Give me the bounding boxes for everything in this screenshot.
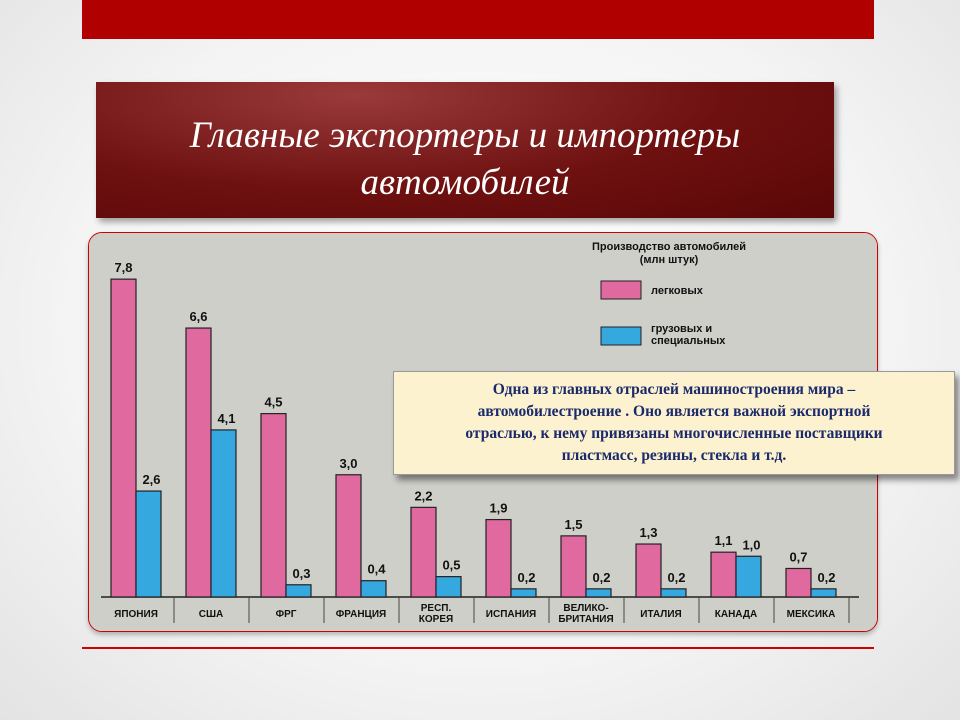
bar-passenger xyxy=(635,543,662,598)
category-label: РЕСП. КОРЕЯ xyxy=(419,603,453,625)
category-label: ЯПОНИЯ xyxy=(114,609,158,620)
value-label-trucks: 1,0 xyxy=(742,537,760,552)
category-label: ФРГ xyxy=(276,609,297,620)
value-label-trucks: 0,4 xyxy=(367,562,386,577)
value-label-trucks: 0,5 xyxy=(442,558,460,573)
value-label-trucks: 2,6 xyxy=(142,472,160,487)
bar-trucks xyxy=(135,490,162,598)
top-accent-bar xyxy=(82,0,874,39)
value-label-passenger: 1,9 xyxy=(489,501,507,516)
value-label-passenger: 1,3 xyxy=(639,525,657,540)
value-label-passenger: 3,0 xyxy=(339,456,357,471)
value-label-passenger: 7,8 xyxy=(114,260,132,275)
bar-passenger xyxy=(410,506,437,598)
bar-passenger xyxy=(710,551,737,598)
category-label: ФРАНЦИЯ xyxy=(336,609,386,620)
category-label: США xyxy=(199,609,224,620)
bar-passenger xyxy=(185,327,212,598)
value-label-trucks: 0,2 xyxy=(667,570,685,585)
value-label-trucks: 0,3 xyxy=(292,566,310,581)
category-label: ИСПАНИЯ xyxy=(486,609,536,620)
legend-label-trucks: грузовых и специальных xyxy=(651,323,726,347)
bar-trucks xyxy=(360,580,387,598)
bar-trucks xyxy=(285,584,312,598)
category-label: КАНАДА xyxy=(715,609,758,620)
legend-label-passenger: легковых xyxy=(651,285,704,297)
bar-passenger xyxy=(335,474,362,598)
divider-line xyxy=(82,647,874,649)
bar-trucks xyxy=(660,588,687,598)
category-label: ИТАЛИЯ xyxy=(640,609,681,620)
bar-trucks xyxy=(210,429,237,598)
value-label-trucks: 4,1 xyxy=(217,411,235,426)
category-label: ВЕЛИКО-БРИТАНИЯ xyxy=(558,603,613,625)
bar-passenger xyxy=(485,518,512,598)
value-label-trucks: 0,2 xyxy=(592,570,610,585)
chart-title: Производство автомобилей xyxy=(592,241,746,253)
bar-passenger xyxy=(110,278,137,598)
bar-passenger xyxy=(260,413,287,598)
value-label-passenger: 2,2 xyxy=(414,488,432,503)
bar-trucks xyxy=(735,555,762,598)
value-label-passenger: 4,5 xyxy=(264,395,282,410)
bar-trucks xyxy=(585,588,612,598)
value-label-trucks: 0,2 xyxy=(817,570,835,585)
callout-text: Одна из главных отраслей машиностроения … xyxy=(465,381,883,464)
bar-trucks xyxy=(810,588,837,598)
value-label-passenger: 1,5 xyxy=(564,517,582,532)
bar-trucks xyxy=(435,576,462,598)
bar-passenger xyxy=(560,535,587,598)
title-banner xyxy=(96,82,834,218)
chart-reflection: 7,82,6ЯПОНИЯ6,64,1США4,50,3ФРГ3,00,4ФРАН… xyxy=(88,648,876,720)
callout-box: Одна из главных отраслей машиностроения … xyxy=(393,371,955,475)
legend-swatch-passenger xyxy=(600,280,642,300)
bar-passenger xyxy=(785,567,812,598)
value-label-passenger: 1,1 xyxy=(714,533,732,548)
category-label: МЕКСИКА xyxy=(787,609,836,620)
value-label-passenger: 6,6 xyxy=(189,309,207,324)
legend-swatch-trucks xyxy=(600,326,642,346)
value-label-trucks: 0,2 xyxy=(517,570,535,585)
bar-trucks xyxy=(510,588,537,598)
value-label-passenger: 0,7 xyxy=(789,549,807,564)
slide-title: Главные экспортеры и импортеры автомобил… xyxy=(189,115,741,203)
chart-subtitle: (млн штук) xyxy=(640,254,699,266)
